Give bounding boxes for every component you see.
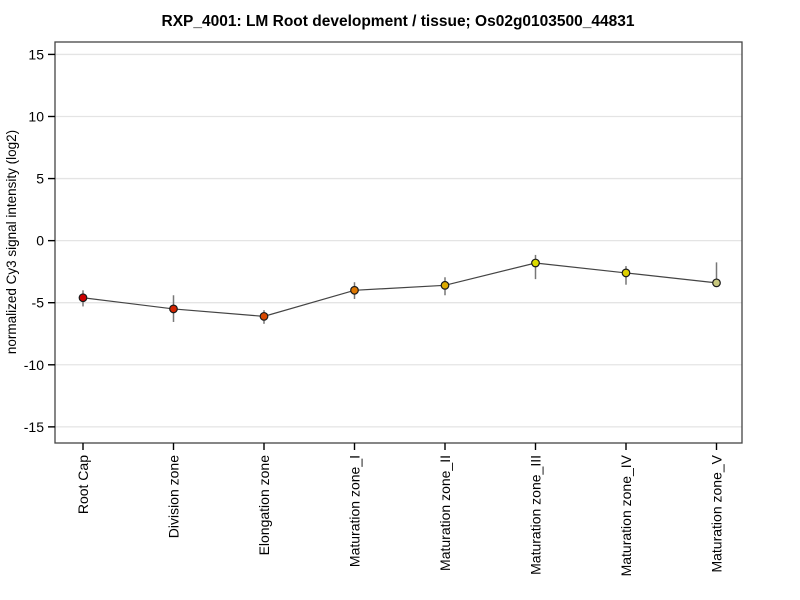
y-tick-label: 15 [28, 46, 44, 62]
y-tick-label: -10 [24, 357, 44, 373]
y-tick-label: -5 [32, 295, 45, 311]
gridlines [55, 53, 742, 428]
data-point [531, 258, 540, 268]
x-tick-label: Elongation zone [256, 455, 272, 556]
y-axis-label: normalized Cy3 signal intensity (log2) [4, 130, 19, 354]
y-tick-label: 10 [28, 108, 44, 124]
data-point [350, 285, 359, 295]
data-point [259, 311, 269, 321]
x-tick-label: Root Cap [75, 455, 91, 514]
x-tick-label: Maturation zone_IV [618, 454, 634, 576]
series-line [82, 262, 717, 317]
x-tick-label: Division zone [166, 455, 182, 538]
data-point [712, 278, 721, 288]
data-point [621, 268, 631, 278]
data-series [78, 254, 721, 324]
y-tick-label: 5 [36, 171, 44, 187]
plot-border [54, 41, 743, 444]
x-tick-label: Maturation zone_II [437, 455, 453, 571]
y-tick-label: -15 [24, 419, 44, 435]
data-point [169, 304, 178, 314]
chart-title: RXP_4001: LM Root development / tissue; … [162, 13, 635, 30]
data-point [78, 293, 88, 303]
x-tick-label: Maturation zone_I [347, 455, 363, 567]
x-tick-label: Maturation zone_III [528, 455, 544, 575]
x-tick-label: Maturation zone_V [709, 454, 725, 572]
y-tick-label: 0 [36, 233, 44, 249]
data-point [440, 280, 450, 290]
axes: -15 -10 -5 0 5 10 15 Root Cap Division zone Elong… [24, 41, 743, 576]
